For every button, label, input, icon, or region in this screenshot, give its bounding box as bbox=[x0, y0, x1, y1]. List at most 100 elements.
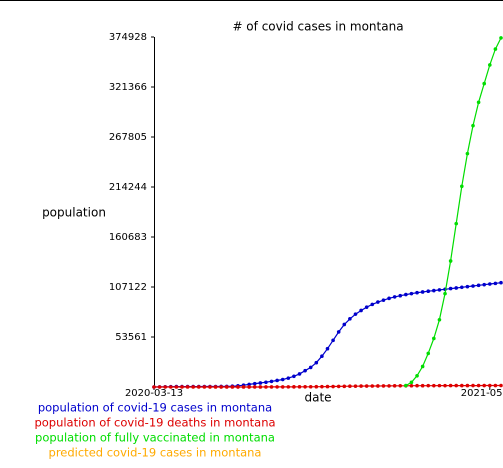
data-point bbox=[196, 385, 201, 389]
data-point bbox=[331, 384, 335, 389]
data-point bbox=[387, 384, 391, 388]
data-point bbox=[488, 383, 492, 388]
data-point bbox=[499, 36, 503, 40]
data-point bbox=[392, 384, 397, 388]
data-point bbox=[426, 383, 431, 388]
data-point bbox=[247, 385, 251, 389]
data-point bbox=[448, 286, 453, 291]
data-point bbox=[247, 382, 251, 387]
data-point bbox=[348, 317, 352, 321]
data-point bbox=[286, 385, 291, 389]
data-point bbox=[420, 364, 425, 369]
y-tick-label: 374928 bbox=[109, 32, 147, 43]
data-point bbox=[180, 385, 184, 389]
data-point bbox=[471, 123, 475, 128]
data-point bbox=[336, 330, 341, 334]
data-point bbox=[174, 385, 179, 389]
data-point bbox=[376, 300, 380, 304]
data-point bbox=[325, 346, 330, 351]
data-point bbox=[202, 385, 207, 389]
data-point bbox=[460, 184, 464, 189]
data-point bbox=[230, 385, 235, 389]
data-point bbox=[392, 295, 397, 299]
data-point bbox=[465, 284, 470, 289]
data-point bbox=[320, 384, 324, 389]
data-point bbox=[185, 385, 190, 389]
series-line bbox=[405, 37, 502, 387]
data-point bbox=[443, 291, 447, 296]
x-tick-label: 2021-05-07 bbox=[461, 388, 503, 399]
chart-title: # of covid cases in montana bbox=[232, 20, 403, 34]
data-point bbox=[488, 282, 492, 286]
data-point bbox=[303, 368, 307, 373]
y-axis-label: population bbox=[42, 206, 106, 220]
data-point bbox=[426, 289, 431, 294]
data-point bbox=[280, 377, 285, 382]
data-point bbox=[465, 383, 470, 388]
data-point bbox=[460, 383, 464, 388]
data-point bbox=[314, 384, 319, 389]
data-point bbox=[370, 384, 375, 388]
data-point bbox=[460, 285, 464, 290]
data-point bbox=[482, 282, 487, 287]
data-point bbox=[359, 384, 363, 388]
data-point bbox=[448, 383, 453, 388]
data-point bbox=[264, 385, 268, 389]
data-point bbox=[292, 385, 296, 389]
data-point bbox=[476, 283, 481, 288]
data-point bbox=[409, 383, 414, 388]
data-point bbox=[353, 384, 358, 388]
data-point bbox=[219, 385, 223, 389]
data-point bbox=[437, 288, 442, 292]
data-point bbox=[465, 151, 470, 156]
data-point bbox=[420, 290, 425, 294]
data-point bbox=[314, 360, 319, 365]
legend-entry: population of covid-19 deaths in montana bbox=[34, 416, 275, 430]
data-point bbox=[409, 291, 414, 296]
data-point bbox=[493, 281, 498, 286]
data-point bbox=[387, 296, 391, 301]
data-point bbox=[448, 259, 453, 263]
x-axis-label: date bbox=[304, 391, 331, 405]
data-point bbox=[415, 290, 419, 295]
data-point bbox=[280, 385, 285, 389]
data-point bbox=[437, 317, 442, 322]
y-tick-label: 214244 bbox=[109, 182, 147, 193]
data-point bbox=[152, 385, 156, 389]
data-point bbox=[476, 383, 481, 388]
data-point bbox=[359, 308, 363, 313]
data-point bbox=[236, 385, 240, 389]
y-tick-label: 53561 bbox=[115, 332, 147, 343]
data-point bbox=[353, 312, 358, 316]
data-point bbox=[409, 380, 414, 385]
data-point bbox=[241, 385, 246, 389]
data-point bbox=[426, 351, 431, 356]
series-line bbox=[153, 282, 502, 388]
y-tick-label: 160683 bbox=[109, 232, 147, 243]
data-point bbox=[320, 354, 324, 358]
data-point bbox=[348, 384, 352, 389]
data-point bbox=[292, 374, 296, 379]
data-point bbox=[482, 81, 487, 86]
data-point bbox=[381, 298, 386, 302]
data-point bbox=[415, 373, 419, 378]
legend-entry: population of fully vaccinated in montan… bbox=[35, 431, 275, 445]
data-point bbox=[252, 381, 257, 386]
data-point bbox=[370, 302, 375, 307]
data-point bbox=[398, 384, 403, 388]
data-point bbox=[432, 336, 436, 341]
data-point bbox=[488, 63, 492, 67]
data-point bbox=[191, 385, 195, 389]
data-point bbox=[264, 380, 268, 385]
data-point bbox=[493, 47, 498, 51]
data-point bbox=[482, 383, 487, 388]
data-point bbox=[275, 378, 279, 383]
data-point bbox=[331, 338, 335, 343]
data-point bbox=[476, 100, 481, 105]
data-point bbox=[286, 376, 291, 380]
data-point bbox=[308, 384, 313, 389]
y-tick-label: 107122 bbox=[109, 282, 147, 293]
data-point bbox=[415, 383, 419, 388]
legend-entry: population of covid-19 cases in montana bbox=[38, 401, 272, 415]
data-point bbox=[376, 384, 380, 388]
